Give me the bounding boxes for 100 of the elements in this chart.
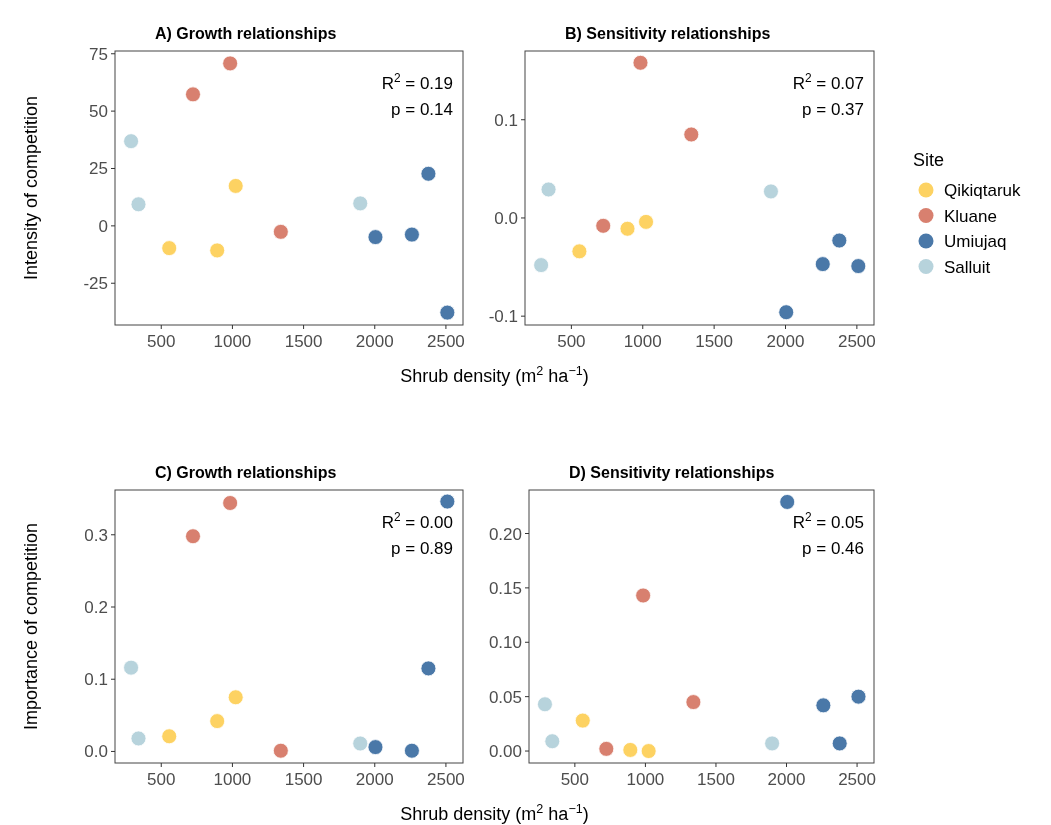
point — [831, 232, 848, 249]
x-tick-label: 2000 — [767, 770, 806, 789]
x-tick-label: 2500 — [837, 332, 876, 351]
point — [404, 226, 420, 243]
point — [683, 126, 700, 143]
point — [815, 697, 832, 714]
point — [161, 728, 178, 745]
y-tick-label: 0.20 — [488, 524, 522, 544]
x-tick-label: 500 — [147, 332, 176, 351]
point — [161, 240, 178, 257]
point — [814, 256, 831, 273]
chart-title: B) Sensitivity relationships — [565, 25, 771, 42]
x-tick-label: 500 — [557, 332, 586, 351]
point — [209, 713, 226, 730]
point — [850, 688, 867, 705]
annotation: R$^{2}$ = 0.07 — [792, 71, 864, 93]
y-tick-label: -25 — [83, 274, 108, 294]
point — [352, 735, 369, 752]
point — [272, 223, 289, 240]
x-tick-label: 2500 — [427, 770, 465, 789]
point — [574, 712, 591, 729]
x-tick-label: 1500 — [284, 332, 323, 351]
y-tick-label: 0.10 — [488, 633, 522, 653]
point — [420, 660, 437, 677]
y-tick-label: 50 — [89, 102, 108, 122]
x-axis-title: Shrub density (m$^{2}$ ha$^{−1}$) — [400, 364, 589, 386]
legend-label: Kluane — [944, 206, 997, 226]
point — [685, 694, 702, 710]
point — [540, 181, 557, 198]
annotation: R$^{2}$ = 0.19 — [381, 71, 453, 93]
legend-label: Qikiqtaruk — [944, 181, 1022, 200]
x-tick-label: 2000 — [355, 770, 394, 789]
point — [595, 217, 612, 234]
y-tick-label: 75 — [89, 44, 108, 64]
annotation: p = 0.14 — [391, 100, 453, 119]
x-tick-label: 500 — [147, 770, 176, 789]
x-tick-label: 1000 — [623, 332, 662, 351]
y-tick-label: 0.3 — [84, 525, 108, 545]
x-tick-label: 500 — [560, 770, 590, 789]
legend-title: Site — [913, 150, 945, 170]
x-tick-label: 1000 — [213, 770, 252, 789]
y-tick-label: 0.15 — [488, 578, 522, 598]
point — [779, 494, 796, 510]
point — [622, 742, 639, 758]
point — [367, 739, 384, 756]
point — [640, 743, 657, 759]
point — [227, 178, 244, 194]
point — [272, 742, 289, 759]
x-tick-label: 2000 — [766, 332, 805, 351]
y-tick-label: 0.1 — [494, 110, 518, 130]
point — [222, 55, 239, 72]
chart-title: C) Growth relationships — [155, 464, 337, 481]
y-tick-label: 25 — [89, 159, 108, 179]
point — [439, 304, 456, 321]
point — [533, 257, 550, 273]
point — [598, 740, 615, 757]
legend-label: Umiujaq — [944, 232, 1007, 251]
point — [778, 304, 795, 321]
point — [404, 742, 420, 759]
annotation: p = 0.89 — [391, 539, 453, 558]
y-tick-label: -0.1 — [488, 307, 518, 327]
y-tick-label: 0.0 — [84, 742, 108, 762]
chart-title: D) Sensitivity relationships — [569, 464, 775, 481]
point — [209, 242, 226, 259]
point — [123, 133, 139, 150]
point — [635, 587, 652, 604]
legend-label: Salluit — [944, 257, 991, 277]
point — [619, 220, 636, 237]
x-tick-label: 1500 — [697, 770, 735, 789]
y-tick-label: 0.05 — [488, 687, 522, 707]
point — [123, 659, 139, 676]
point — [222, 495, 239, 511]
y-tick-label: 0 — [98, 216, 108, 236]
x-tick-label: 1000 — [213, 332, 252, 351]
x-tick-label: 2500 — [838, 770, 876, 789]
point — [544, 733, 561, 750]
point — [763, 183, 779, 200]
point — [367, 229, 384, 246]
y-tick-label: 0.0 — [494, 208, 518, 228]
point — [850, 258, 867, 274]
annotation: p = 0.46 — [802, 539, 864, 558]
x-tick-label: 1500 — [284, 770, 323, 789]
point — [638, 213, 654, 230]
x-tick-label: 1000 — [626, 770, 665, 789]
y-axis-title: Importance of competition — [21, 522, 41, 731]
y-tick-label: 0.00 — [488, 742, 522, 762]
y-tick-label: 0.2 — [84, 598, 108, 617]
point — [537, 696, 553, 713]
point — [831, 735, 848, 752]
point — [571, 243, 588, 260]
point — [439, 493, 456, 510]
point — [227, 689, 244, 706]
annotation: R$^{2}$ = 0.05 — [792, 510, 864, 532]
x-tick-label: 2000 — [355, 332, 394, 351]
annotation: p = 0.37 — [802, 100, 864, 119]
x-tick-label: 1500 — [695, 332, 734, 351]
point — [632, 54, 649, 71]
y-tick-label: 0.1 — [84, 670, 108, 690]
point — [130, 730, 147, 747]
point — [130, 196, 147, 213]
